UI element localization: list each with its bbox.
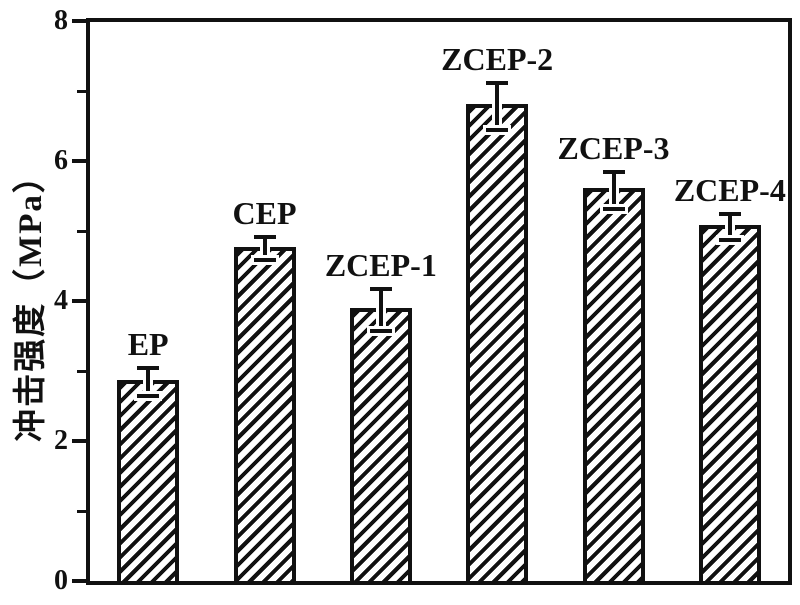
error-bar-line bbox=[495, 82, 500, 131]
error-bar-cap-bottom bbox=[602, 207, 625, 212]
error-bar-cap-bottom bbox=[486, 128, 509, 133]
error-bar-line bbox=[378, 289, 383, 332]
bar-label-zcep-4: ZCEP-4 bbox=[673, 171, 786, 208]
error-bar-cep bbox=[253, 235, 276, 262]
y-major-tick bbox=[72, 439, 86, 443]
y-minor-tick bbox=[77, 509, 86, 513]
bar-label-cep: CEP bbox=[232, 195, 297, 232]
error-bar-cap-top bbox=[369, 287, 392, 292]
error-bar-cap-bottom bbox=[369, 329, 392, 334]
y-tick-label: 0 bbox=[54, 565, 68, 596]
plot-area bbox=[86, 18, 792, 585]
error-bar-cap-bottom bbox=[253, 257, 276, 262]
error-bar-zcep-1 bbox=[369, 287, 392, 334]
bar-label-zcep-1: ZCEP-1 bbox=[324, 247, 437, 284]
error-bar-cap-top bbox=[486, 80, 509, 85]
y-major-tick bbox=[72, 299, 86, 303]
bar-label-ep: EP bbox=[127, 325, 169, 362]
error-bar-line bbox=[611, 171, 616, 210]
y-tick-label: 2 bbox=[54, 425, 68, 456]
error-bar-line bbox=[727, 213, 732, 241]
error-bar-line bbox=[262, 237, 267, 260]
y-minor-tick bbox=[77, 369, 86, 373]
bar-ep bbox=[117, 379, 180, 581]
error-bar-zcep-3 bbox=[602, 169, 625, 212]
error-bar-ep bbox=[137, 365, 160, 398]
error-bar-cap-top bbox=[718, 211, 741, 216]
bar-label-zcep-2: ZCEP-2 bbox=[441, 40, 554, 77]
bar-zcep-3 bbox=[582, 188, 645, 581]
bar-cep bbox=[233, 246, 296, 581]
y-minor-tick bbox=[77, 229, 86, 233]
bar-zcep-4 bbox=[698, 224, 761, 581]
y-tick-label: 6 bbox=[54, 145, 68, 176]
error-bar-cap-bottom bbox=[137, 393, 160, 398]
error-bar-cap-top bbox=[602, 169, 625, 174]
y-major-tick bbox=[72, 159, 86, 163]
y-major-tick bbox=[72, 579, 86, 583]
error-bar-zcep-2 bbox=[486, 80, 509, 133]
y-minor-tick bbox=[77, 89, 86, 93]
error-bar-zcep-4 bbox=[718, 211, 741, 243]
y-tick-label: 4 bbox=[54, 285, 68, 316]
error-bar-cap-top bbox=[137, 365, 160, 370]
error-bar-cap-bottom bbox=[718, 238, 741, 243]
bar-zcep-2 bbox=[466, 104, 529, 581]
bar-label-zcep-3: ZCEP-3 bbox=[557, 129, 670, 166]
error-bar-line bbox=[146, 367, 151, 396]
bar-zcep-1 bbox=[349, 308, 412, 581]
error-bar-cap-top bbox=[253, 235, 276, 240]
y-major-tick bbox=[72, 19, 86, 23]
y-tick-label: 8 bbox=[54, 5, 68, 36]
